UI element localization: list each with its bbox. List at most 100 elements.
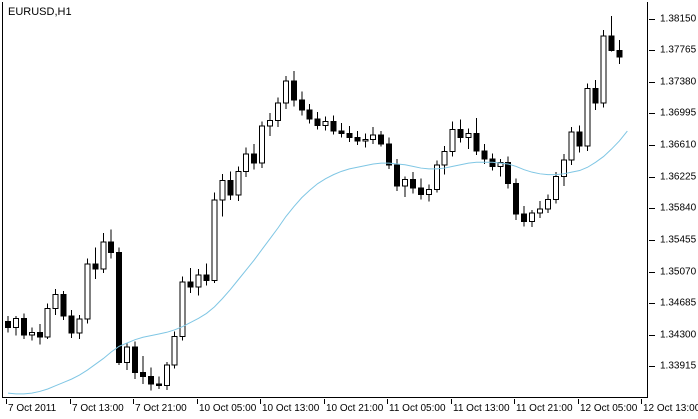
candlestick [354, 131, 361, 146]
candlestick [417, 178, 424, 200]
price-tick-mark [649, 272, 655, 273]
price-tick-label: 1.33915 [660, 360, 697, 372]
candlestick [147, 367, 154, 391]
candlestick [259, 121, 266, 169]
time-tick-label: 11 Oct 13:00 [453, 403, 510, 414]
candlestick [433, 160, 440, 193]
candlestick [322, 116, 329, 131]
time-tick-mark [387, 399, 388, 404]
time-tick-mark [6, 399, 7, 404]
candlestick [362, 133, 369, 148]
time-tick-label: 12 Oct 13:00 [643, 403, 698, 414]
candlestick [616, 39, 623, 64]
candlestick [402, 176, 408, 197]
candlestick [576, 125, 583, 153]
time-tick-label: 10 Oct 13:00 [262, 403, 320, 414]
candlestick [68, 310, 75, 339]
candlestick [465, 128, 472, 150]
candlestick [76, 315, 83, 339]
candlestick [521, 205, 528, 227]
price-tick-mark [649, 366, 655, 367]
candlestick-canvas [5, 16, 628, 395]
candlestick [529, 209, 536, 228]
price-tick-mark [649, 208, 655, 209]
candlestick [163, 361, 170, 390]
chart-frame [2, 2, 648, 398]
time-tick-mark [324, 399, 325, 404]
candlestick [274, 97, 281, 128]
candlestick [219, 173, 226, 217]
candlestick [12, 315, 19, 336]
candlestick [227, 171, 234, 201]
candlestick [544, 194, 551, 214]
candlestick [378, 131, 385, 147]
candlestick [346, 126, 353, 142]
candlestick [600, 30, 607, 108]
price-tick-mark [649, 113, 655, 114]
candlestick [60, 291, 67, 320]
price-tick-label: 1.38150 [660, 13, 697, 25]
time-tick-mark [641, 399, 642, 404]
candlestick [370, 127, 377, 145]
candlestick [473, 117, 480, 155]
candlestick [52, 288, 59, 316]
candlestick [187, 268, 194, 293]
candlestick [171, 331, 178, 369]
candlestick [92, 247, 99, 279]
candlestick [235, 166, 242, 201]
candlestick [338, 122, 345, 138]
price-tick-mark [649, 303, 655, 304]
price-tick-label: 1.34685 [660, 297, 697, 309]
candlestick [330, 115, 337, 135]
candlestick [481, 144, 488, 164]
time-tick-mark [133, 399, 134, 404]
price-tick-mark [649, 19, 655, 20]
price-tick-label: 1.36610 [660, 139, 697, 151]
candlestick [100, 232, 107, 274]
candlestick [108, 229, 115, 259]
time-tick-label: 7 Oct 21:00 [135, 403, 187, 414]
candlestick [84, 258, 91, 324]
price-tick-mark [649, 240, 655, 241]
candlestick [449, 121, 456, 157]
candlestick [568, 127, 575, 165]
candlestick [513, 178, 520, 220]
time-tick-mark [70, 399, 71, 404]
time-tick-mark [197, 399, 198, 404]
candlestick [36, 324, 43, 345]
candlestick [139, 356, 146, 385]
time-tick-label: 10 Oct 05:00 [199, 403, 257, 414]
candlestick [20, 313, 27, 339]
time-tick-label: 10 Oct 21:00 [326, 403, 384, 414]
candlestick [282, 76, 289, 109]
candlestick [552, 172, 559, 204]
candlestick [267, 113, 274, 137]
time-tick-mark [260, 399, 261, 404]
time-tick-label: 12 Oct 05:00 [580, 403, 638, 414]
price-tick-label: 1.36995 [660, 107, 697, 119]
candlestick [211, 192, 218, 284]
candlestick [425, 184, 432, 202]
candlestick [560, 154, 567, 187]
price-tick-mark [649, 177, 655, 178]
candlestick [28, 327, 35, 341]
candlestick [116, 247, 123, 366]
price-tick-label: 1.37380 [660, 76, 697, 88]
moving-average-line [7, 130, 628, 395]
symbol-label: EURUSD,H1 [8, 6, 72, 18]
candlestick [203, 263, 210, 286]
candlestick-plot-area [3, 3, 648, 398]
candlestick [290, 71, 297, 107]
candlestick [536, 200, 543, 219]
candlestick [298, 91, 305, 116]
candlestick [155, 376, 162, 389]
candlestick [5, 315, 11, 333]
candlestick [386, 137, 393, 169]
time-tick-label: 11 Oct 21:00 [516, 403, 573, 414]
candlestick [584, 83, 591, 151]
candlestick [306, 104, 313, 124]
price-tick-label: 1.36225 [660, 171, 697, 183]
price-tick-label: 1.35455 [660, 234, 697, 246]
candlestick [124, 342, 131, 371]
